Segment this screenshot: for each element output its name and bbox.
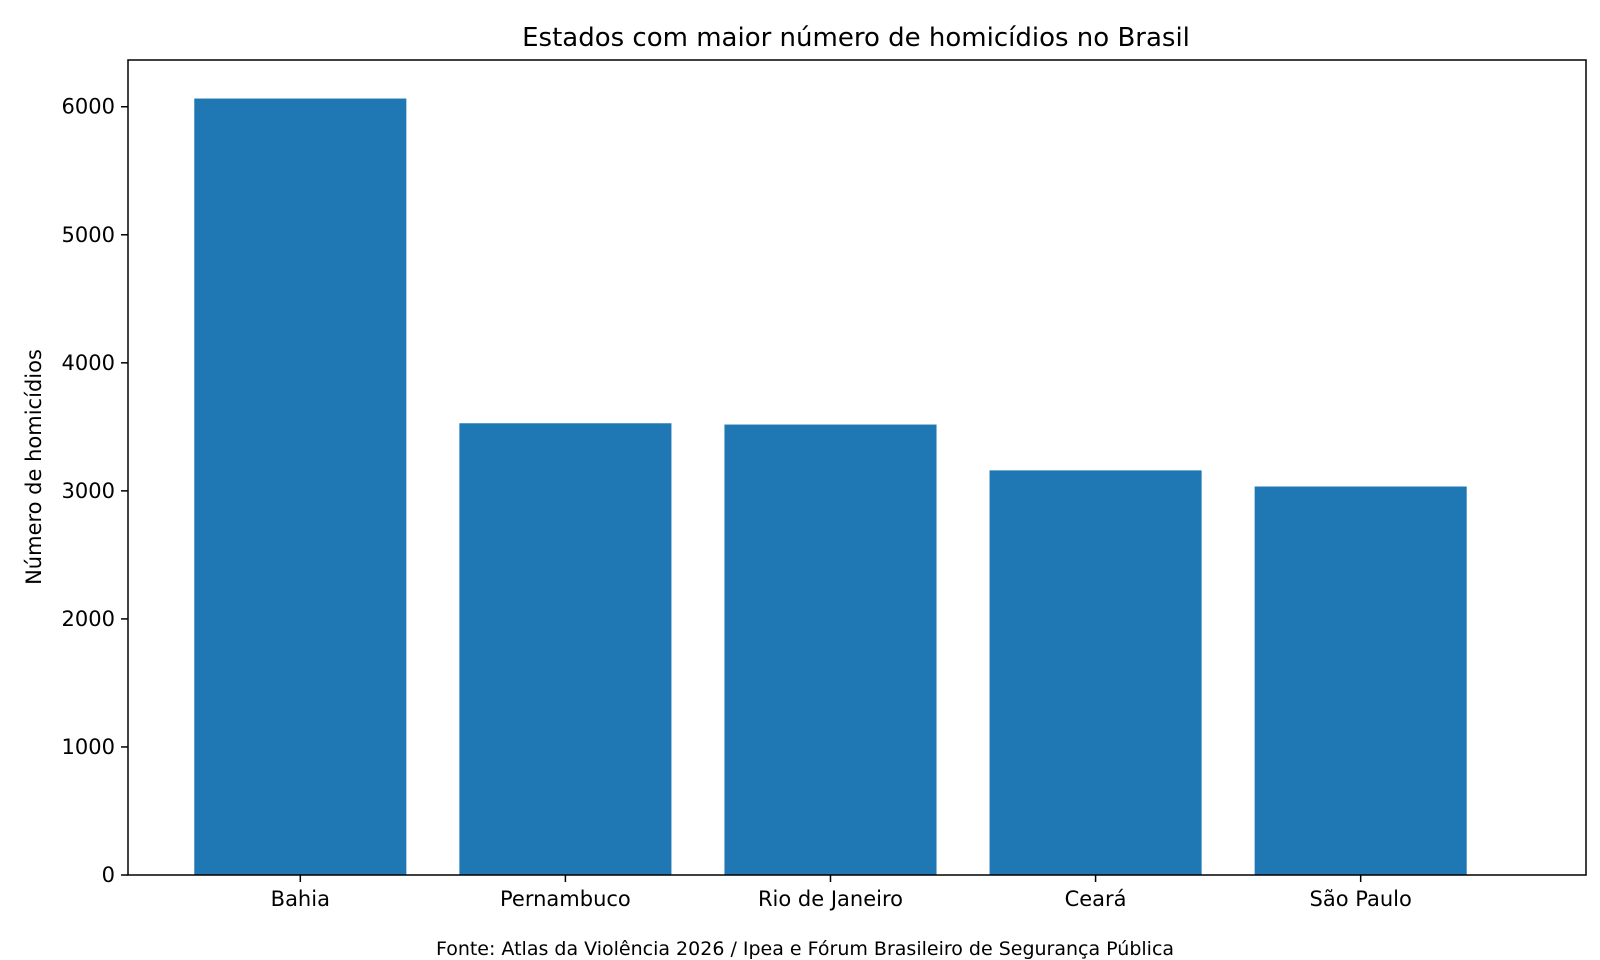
bar-rio-de-janeiro <box>724 424 937 875</box>
x-tick-label: Pernambuco <box>500 887 631 911</box>
bars <box>194 98 1467 875</box>
x-tick-label: Rio de Janeiro <box>758 887 903 911</box>
y-tick-label: 5000 <box>62 223 115 247</box>
y-tick-label: 0 <box>102 863 115 887</box>
y-tick-label: 2000 <box>62 607 115 631</box>
y-tick-label: 4000 <box>62 351 115 375</box>
x-tick-label: Bahia <box>271 887 330 911</box>
bar-sao-paulo <box>1254 486 1467 875</box>
bar-pernambuco <box>459 423 672 875</box>
x-tick-label: Ceará <box>1065 887 1127 911</box>
bar-ceara <box>989 470 1202 875</box>
y-axis-label: Número de homicídios <box>22 349 46 585</box>
bar-bahia <box>194 98 407 875</box>
source-note: Fonte: Atlas da Violência 2026 / Ipea e … <box>436 938 1174 960</box>
y-tick-label: 6000 <box>62 95 115 119</box>
y-axis-ticks: 0 1000 2000 3000 4000 5000 6000 <box>62 95 128 887</box>
plot-frame <box>127 59 1587 876</box>
y-tick-label: 1000 <box>62 735 115 759</box>
y-tick-label: 3000 <box>62 479 115 503</box>
x-axis-ticks: Bahia Pernambuco Rio de Janeiro Ceará São Pa… <box>271 875 1412 911</box>
x-tick-label: São Paulo <box>1310 887 1412 911</box>
chart-title: Estados com maior número de homicídios n… <box>522 23 1190 53</box>
